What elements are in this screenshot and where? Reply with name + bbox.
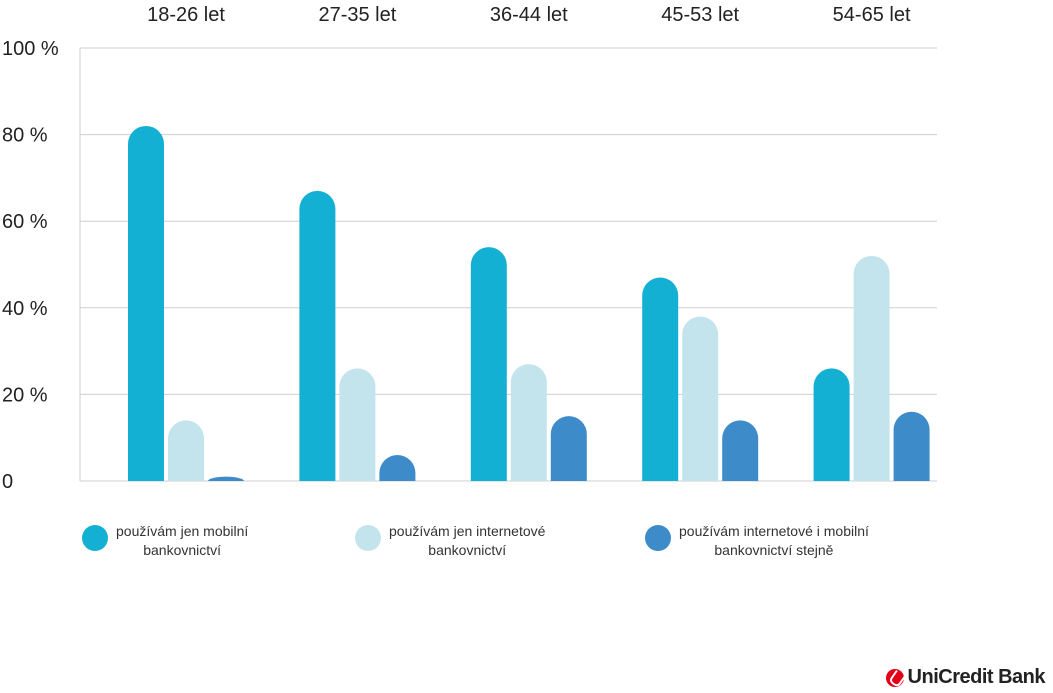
legend-swatch-both — [645, 525, 671, 551]
category-label: 54-65 let — [833, 4, 911, 26]
legend-label-both: používám internetové i mobilní bankovnic… — [679, 523, 869, 558]
grid-lines — [79, 47, 937, 482]
legend-swatch-internet — [355, 525, 381, 551]
brand-name: UniCredit Bank — [907, 666, 1046, 688]
y-tick-label: 20 % — [2, 384, 48, 406]
legend-item-both: používám internetové i mobilní bankovnic… — [645, 522, 869, 560]
category-label: 18-26 let — [147, 4, 225, 26]
bar — [550, 416, 587, 481]
bar — [379, 455, 416, 481]
legend-item-mobile: používám jen mobilní bankovnictví — [82, 522, 248, 560]
legend: používám jen mobilní bankovnictví použív… — [0, 522, 1053, 582]
category-label: 36-44 let — [490, 4, 568, 26]
bar — [893, 411, 930, 481]
bar-chart: 0 20 % 40 % 60 % 80 % 100 % 18-26 let 27-35 le… — [2, 4, 937, 493]
bar — [853, 255, 890, 481]
y-tick-label: 80 % — [2, 125, 48, 147]
y-tick-label: 0 — [2, 471, 13, 493]
y-tick-label: 100 % — [2, 38, 59, 60]
category-label: 27-35 let — [318, 4, 396, 26]
bar — [813, 368, 850, 481]
bar — [642, 277, 679, 481]
bar — [682, 316, 719, 481]
category-label: 45-53 let — [661, 4, 739, 26]
bar — [470, 247, 507, 481]
unicredit-logo-icon — [885, 668, 904, 687]
legend-item-internet: používám jen internetové bankovnictví — [355, 522, 545, 560]
bar — [339, 368, 376, 481]
bar — [510, 364, 547, 481]
bar — [168, 420, 204, 481]
bar — [208, 476, 244, 481]
y-tick-label: 40 % — [2, 298, 48, 320]
y-axis-ticks: 0 20 % 40 % 60 % 80 % 100 % — [2, 38, 59, 493]
legend-label-internet: používám jen internetové bankovnictví — [389, 523, 546, 558]
bars — [128, 125, 930, 481]
unicredit-logo: UniCredit Bank — [885, 666, 1046, 689]
bar — [299, 190, 336, 481]
y-tick-label: 60 % — [2, 211, 48, 233]
bar — [128, 125, 164, 481]
category-labels: 18-26 let 27-35 let 36-44 let 45-53 let 54-6… — [147, 4, 911, 26]
legend-label-mobile: používám jen mobilní bankovnictví — [116, 523, 249, 558]
bar — [722, 420, 759, 481]
legend-swatch-mobile — [82, 525, 108, 551]
